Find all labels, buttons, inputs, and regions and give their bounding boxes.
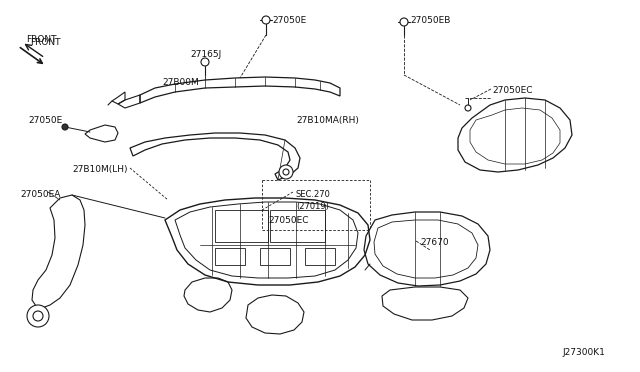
Circle shape — [465, 105, 471, 111]
Text: 27050EA: 27050EA — [20, 190, 60, 199]
Circle shape — [201, 58, 209, 66]
Text: 27050EB: 27050EB — [410, 16, 451, 25]
Circle shape — [27, 305, 49, 327]
Text: SEC.270: SEC.270 — [296, 190, 331, 199]
Text: 27B10M(LH): 27B10M(LH) — [72, 165, 127, 174]
Text: 27670: 27670 — [420, 238, 449, 247]
Text: 27B00M: 27B00M — [162, 78, 199, 87]
Text: 27165J: 27165J — [190, 50, 221, 59]
Text: 27B10MA(RH): 27B10MA(RH) — [296, 116, 359, 125]
Text: 27050EC: 27050EC — [492, 86, 532, 95]
Text: FRONT: FRONT — [30, 38, 61, 47]
Circle shape — [400, 18, 408, 26]
Circle shape — [62, 124, 68, 130]
Circle shape — [33, 311, 43, 321]
Text: 27050E: 27050E — [28, 116, 62, 125]
Text: 27050E: 27050E — [272, 16, 307, 25]
Text: FRONT: FRONT — [26, 35, 56, 44]
Circle shape — [262, 16, 270, 24]
Circle shape — [283, 169, 289, 175]
Text: J27300K1: J27300K1 — [562, 348, 605, 357]
Text: (27019): (27019) — [296, 202, 329, 211]
Circle shape — [279, 165, 293, 179]
Text: 27050EC: 27050EC — [268, 216, 308, 225]
